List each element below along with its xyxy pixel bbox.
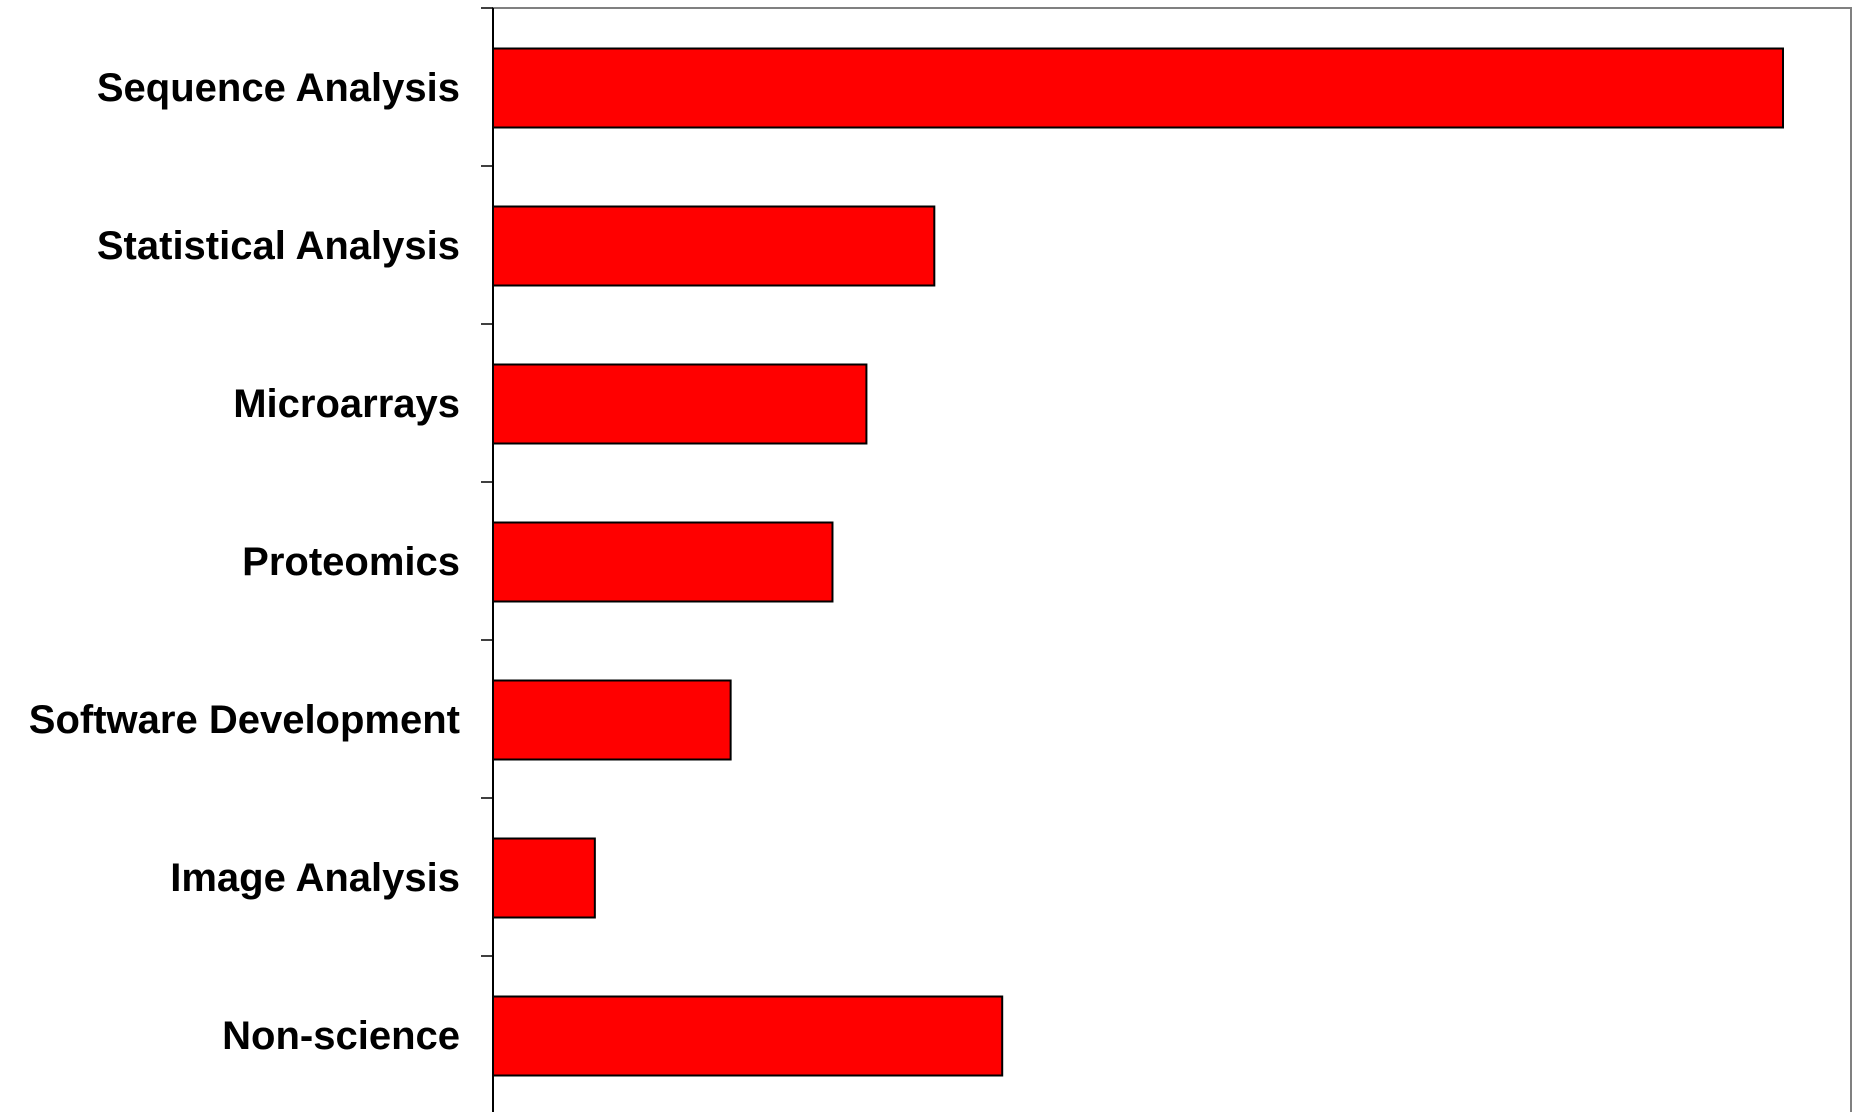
category-label-microarrays: Microarrays	[233, 382, 460, 426]
bar-non-science	[492, 995, 1004, 1077]
y-axis-ticks-group	[481, 7, 493, 957]
category-label-sequence-analysis: Sequence Analysis	[97, 66, 460, 110]
bar-image-analysis	[492, 837, 596, 919]
category-label-software-development: Software Development	[29, 698, 460, 742]
bar-software-development	[492, 679, 732, 761]
category-label-non-science: Non-science	[222, 1014, 460, 1058]
category-label-image-analysis: Image Analysis	[170, 856, 460, 900]
category-label-proteomics: Proteomics	[242, 540, 460, 584]
category-label-statistical-analysis: Statistical Analysis	[97, 224, 460, 268]
category-labels-group: Sequence Analysis Statistical Analysis Mic…	[29, 66, 460, 1058]
bar-statistical-analysis	[492, 205, 936, 287]
bar-microarrays	[492, 363, 868, 445]
bar-proteomics	[492, 521, 834, 603]
bar-sequence-analysis	[492, 47, 1784, 129]
bars-group	[492, 47, 1784, 1077]
